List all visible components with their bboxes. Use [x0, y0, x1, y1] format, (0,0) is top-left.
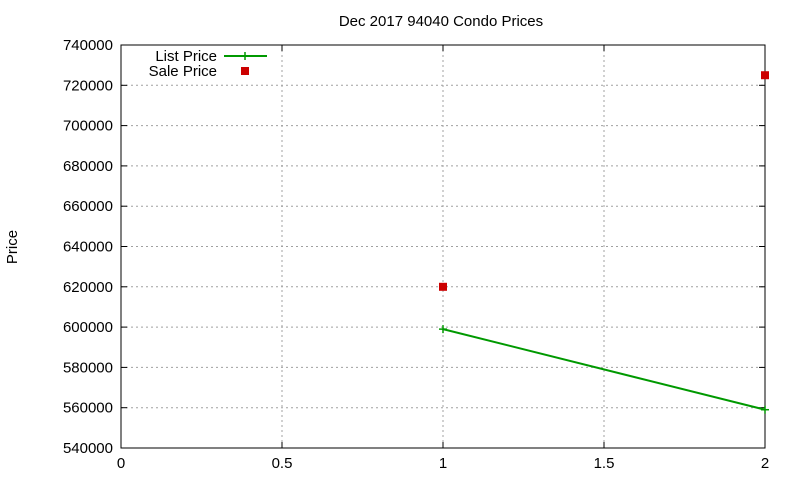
chart-title: Dec 2017 94040 Condo Prices	[339, 13, 543, 30]
y-tick-label: 680000	[63, 158, 113, 175]
legend-marker	[241, 67, 249, 75]
grid-lines	[121, 45, 765, 448]
series-sale-price	[439, 71, 769, 291]
y-tick-label: 700000	[63, 118, 113, 135]
list-price-line	[442, 328, 766, 411]
y-axis-label: Price	[4, 230, 21, 264]
y-tick-label: 640000	[63, 239, 113, 256]
y-tick-label: 720000	[63, 77, 113, 94]
y-tick-label: 740000	[63, 37, 113, 54]
axis-ticks: 540000 560000 580000 600000 620000 640000 6600…	[63, 37, 769, 472]
y-tick-label: 660000	[63, 198, 113, 215]
x-tick-label: 0	[117, 455, 125, 472]
legend-entry-sale-price: Sale Price	[149, 63, 249, 80]
y-tick-label: 620000	[63, 279, 113, 296]
x-tick-label: 1.5	[594, 455, 615, 472]
y-tick-label: 600000	[63, 319, 113, 336]
y-tick-label: 560000	[63, 400, 113, 417]
list-price-point	[761, 405, 769, 414]
legend-marker	[241, 52, 249, 60]
x-tick-label: 0.5	[272, 455, 293, 472]
sale-price-point	[761, 71, 769, 80]
series-list-price	[439, 325, 769, 414]
y-tick-label: 580000	[63, 359, 113, 376]
x-tick-label: 2	[761, 455, 769, 472]
list-price-point	[439, 325, 447, 334]
legend-label: Sale Price	[149, 63, 217, 80]
legend-label: List Price	[155, 48, 217, 65]
legend-entry-list-price: List Price	[155, 48, 267, 65]
data-series	[439, 71, 769, 414]
y-tick-label: 540000	[63, 440, 113, 457]
sale-price-point	[439, 282, 447, 291]
x-tick-label: 1	[439, 455, 447, 472]
